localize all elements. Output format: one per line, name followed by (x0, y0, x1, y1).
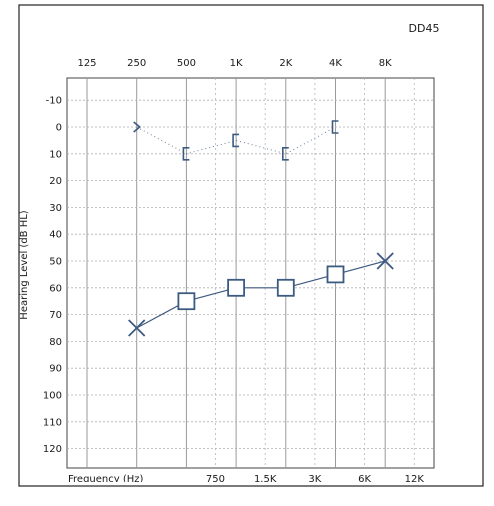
y-tick-label: 0 (56, 123, 62, 134)
x-tick-label: 2K (279, 58, 292, 69)
y-tick-label: 50 (49, 257, 62, 268)
y-tick-label: 80 (49, 337, 62, 348)
audiogram-plot: 125 250 500 1K 2K 4K 8K -10 0 10 20 30 40 50 60 70 80 90… (43, 58, 435, 469)
x-tick-label: 250 (127, 58, 146, 69)
chevron-marker (133, 121, 141, 133)
bottom-clip: Frequency (Hz) 750 1.5K 3K 6K 12K (68, 474, 425, 485)
y-tick-label: 70 (49, 310, 62, 321)
series-layer (128, 120, 394, 337)
x-tick-label: 1K (230, 58, 243, 69)
y-tick-label: -10 (46, 96, 62, 107)
square-marker (326, 265, 345, 284)
figure-border (18, 4, 484, 487)
y-tick-label: 90 (49, 364, 62, 375)
bracket-marker (182, 147, 190, 161)
x-tick-label: 500 (177, 58, 196, 69)
plot-border (66, 77, 435, 469)
x-tick-label-bottom: 750 (206, 474, 225, 485)
y-tick-labels: -10 0 10 20 30 40 50 60 70 80 90 100 110 120 (43, 96, 62, 455)
y-tick-label: 100 (43, 391, 62, 402)
grid-lines (67, 78, 434, 468)
x-axis-label: Frequency (Hz) (68, 474, 144, 485)
x-tick-label: 8K (379, 58, 392, 69)
x-marker (128, 319, 146, 337)
x-tick-labels-top: 125 250 500 1K 2K 4K 8K (77, 58, 392, 69)
y-axis-label: Hearing Level (dB HL) (19, 210, 30, 320)
bracket-marker (232, 133, 240, 148)
x-tick-label-bottom: 3K (308, 474, 321, 485)
y-tick-label: 60 (49, 283, 62, 294)
x-tick-labels-bottom: 750 1.5K 3K 6K 12K (206, 474, 425, 485)
y-tick-label: 110 (43, 417, 62, 428)
square-marker (276, 278, 295, 297)
bracket-marker (282, 147, 289, 161)
y-tick-label: 40 (49, 230, 62, 241)
square-marker (177, 292, 196, 311)
x-marker (376, 252, 394, 270)
y-tick-label: 30 (49, 203, 62, 214)
y-tick-label: 20 (49, 176, 62, 187)
bracket-marker (331, 120, 339, 134)
chart-code: DD45 (409, 22, 440, 35)
x-tick-label-bottom: 12K (405, 474, 425, 485)
x-tick-label-bottom: 6K (358, 474, 371, 485)
y-tick-label: 10 (49, 149, 62, 160)
square-marker (227, 278, 246, 297)
y-tick-label: 120 (43, 444, 62, 455)
x-tick-label-bottom: 1.5K (254, 474, 277, 485)
x-tick-label: 4K (329, 58, 342, 69)
x-tick-label: 125 (77, 58, 96, 69)
